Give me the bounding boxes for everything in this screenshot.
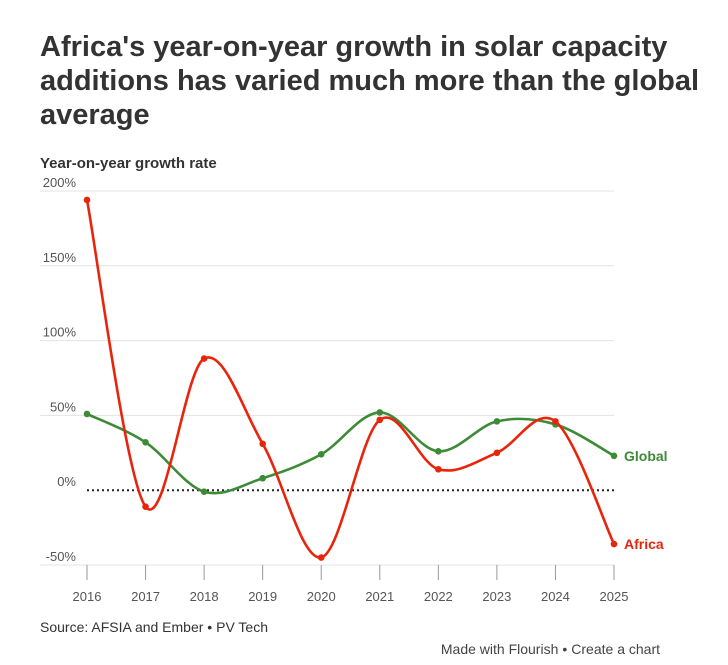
- credit-separator: •: [562, 641, 568, 657]
- africa-point-2018: [200, 355, 208, 362]
- y-tick-label: 50%: [50, 399, 76, 414]
- africa-line: [85, 198, 616, 559]
- africa-point-2020: [317, 554, 325, 561]
- global-line: [85, 411, 616, 495]
- global-point-2022: [435, 448, 442, 455]
- africa-point-2017: [142, 503, 149, 510]
- global-point-2019: [259, 474, 266, 482]
- y-tick-label: 0%: [57, 474, 76, 489]
- x-tick-label: 2020: [307, 589, 336, 604]
- y-tick-label: 200%: [43, 175, 77, 190]
- x-tick-label: 2018: [190, 589, 219, 604]
- global-point-2016: [83, 410, 91, 418]
- x-tick-label: 2021: [365, 589, 394, 604]
- chart-title: Africa's year-on-year growth in solar ca…: [40, 31, 700, 131]
- gridlines: [40, 190, 614, 566]
- global-point-2023: [493, 418, 501, 425]
- x-tick-label: 2019: [248, 589, 277, 604]
- x-tick-label: 2024: [541, 589, 570, 604]
- source-note: Source: AFSIA and Ember • PV Tech: [40, 619, 268, 635]
- create-chart-link[interactable]: Create a chart: [571, 641, 660, 657]
- made-with-flourish-link[interactable]: Made with Flourish: [440, 641, 559, 657]
- global-point-2018: [200, 488, 208, 495]
- y-axis-title: Year-on-year growth rate: [40, 155, 217, 172]
- x-tick-label: 2016: [73, 589, 102, 604]
- x-tick-label: 2022: [424, 589, 453, 604]
- global-point-2017: [142, 439, 149, 446]
- africa-point-2019: [259, 440, 266, 448]
- y-tick-label: 150%: [43, 250, 77, 265]
- africa-point-2023: [493, 449, 501, 457]
- africa-point-2021: [376, 416, 384, 424]
- global-point-2025: [610, 452, 618, 460]
- africa-point-2016: [83, 196, 91, 204]
- y-tick-label: 100%: [43, 325, 77, 340]
- flourish-credit: Made with Flourish • Create a chart: [441, 641, 660, 657]
- y-tick-label: -50%: [46, 549, 77, 564]
- x-tick-label: 2023: [482, 589, 511, 604]
- x-axis-ticks: 2016 2017 2018 2019 2020 2021 2022 2023 2024 2025: [73, 565, 629, 604]
- series-layer: Global Africa: [83, 196, 668, 561]
- global-point-2021: [376, 409, 384, 416]
- africa-point-2022: [435, 465, 442, 473]
- africa-point-2025: [610, 540, 618, 548]
- global-series-label: Global: [624, 448, 668, 464]
- y-axis-ticks: 200% 150% 100% 50% 0% -50%: [43, 175, 77, 564]
- x-tick-label: 2017: [131, 589, 160, 604]
- africa-series-label: Africa: [624, 536, 664, 552]
- global-point-2020: [317, 450, 325, 458]
- x-tick-label: 2025: [600, 589, 629, 604]
- line-chart: 200%150%100%50%0%-50% 2016 2017 2018 2019 20…: [40, 175, 668, 604]
- africa-point-2024: [552, 418, 559, 425]
